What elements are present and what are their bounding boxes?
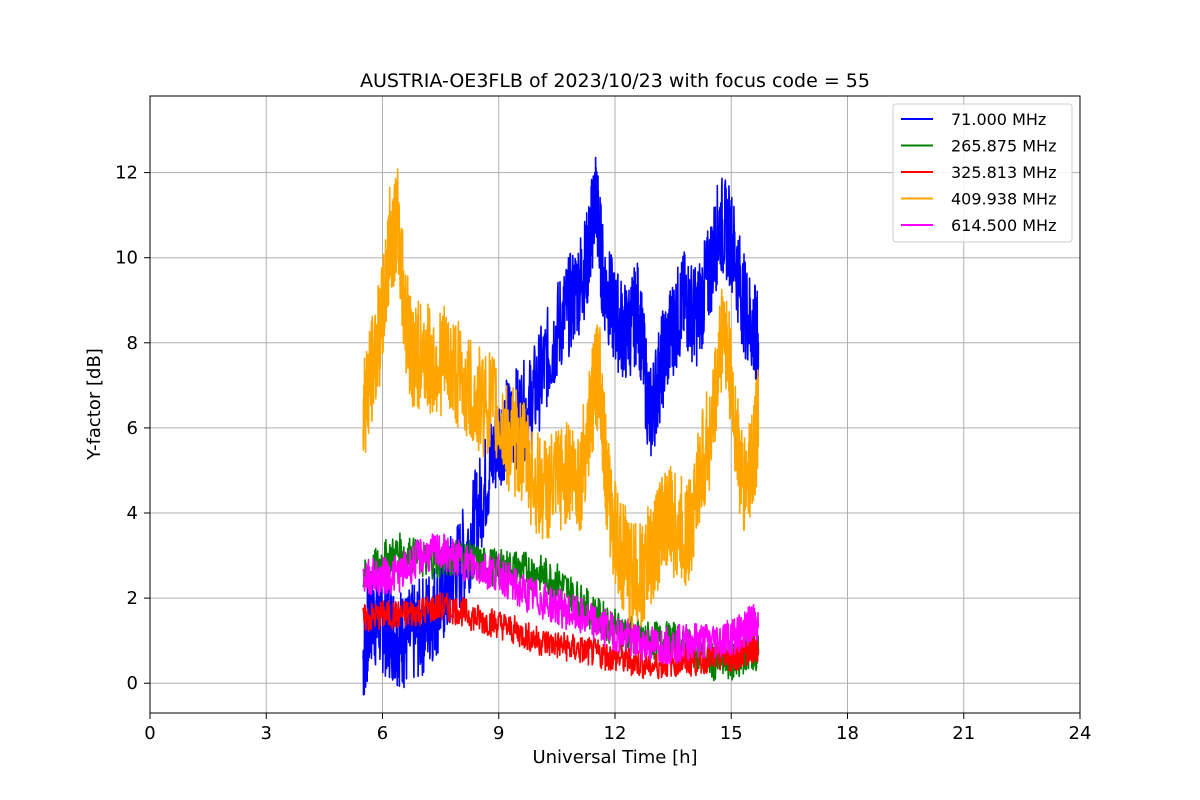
legend: 71.000 MHz 265.875 MHz 325.813 MHz 409.938 … [892, 103, 1073, 243]
y-tick-label: 12 [115, 163, 138, 184]
legend-box [892, 103, 1073, 243]
chart-title: AUSTRIA-OE3FLB of 2023/10/23 with focus … [360, 70, 870, 92]
y-tick-label: 6 [127, 418, 138, 439]
x-tick-label: 12 [604, 723, 627, 744]
x-tick-label: 24 [1069, 723, 1092, 744]
x-tick-label: 6 [377, 723, 388, 744]
y-axis-label: Y-factor [dB] [84, 348, 105, 461]
y-tick-label: 0 [127, 673, 138, 694]
legend-label: 325.813 MHz [951, 163, 1056, 182]
legend-label: 409.938 MHz [951, 190, 1056, 209]
y-tick-label: 4 [127, 503, 138, 524]
x-axis-label: Universal Time [h] [532, 747, 697, 768]
series-line [362, 168, 760, 629]
x-tick-label: 21 [952, 723, 975, 744]
legend-label: 265.875 MHz [951, 137, 1056, 156]
x-tick-label: 0 [144, 723, 155, 744]
y-tick-label: 2 [127, 588, 138, 609]
y-tick-label: 10 [115, 248, 138, 269]
x-tick-label: 18 [836, 723, 859, 744]
series-line [362, 156, 760, 696]
x-tick-label: 9 [493, 723, 504, 744]
x-tick-label: 15 [720, 723, 743, 744]
y-tick-label: 8 [127, 333, 138, 354]
series-layer [362, 156, 760, 696]
x-tick-label: 3 [261, 723, 272, 744]
series-line [362, 533, 760, 665]
legend-label: 614.500 MHz [951, 216, 1056, 235]
legend-label: 71.000 MHz [951, 110, 1046, 129]
